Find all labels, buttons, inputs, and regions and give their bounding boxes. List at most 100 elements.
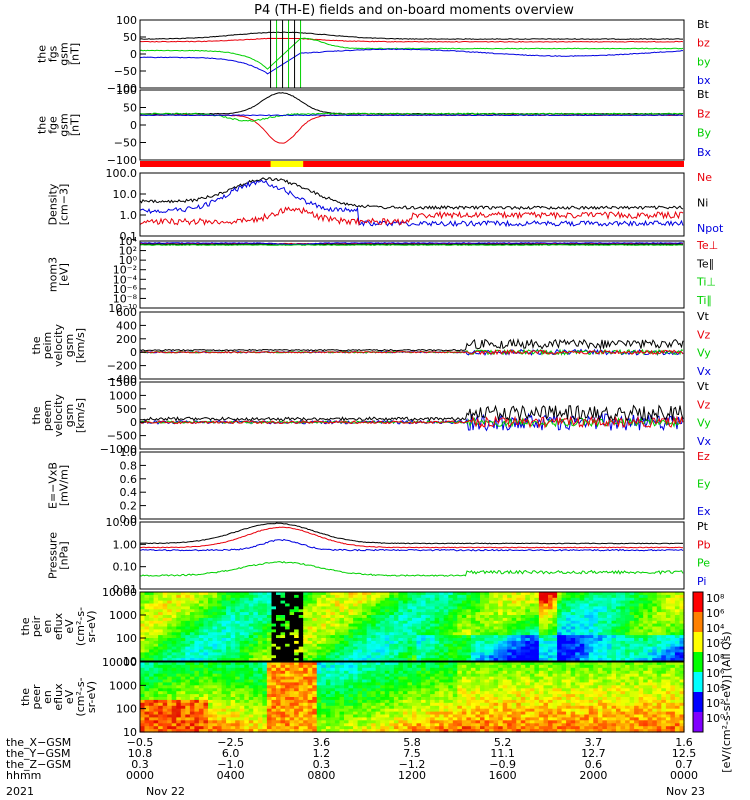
spectrogram-cell: [389, 632, 395, 636]
spectrogram-cell: [271, 673, 277, 678]
spectrogram-cell: [629, 592, 635, 596]
legend-bt: Bt: [697, 18, 710, 31]
spectrogram-cell: [239, 606, 245, 610]
spectrogram-cell: [230, 726, 236, 730]
spectrogram-cell: [158, 600, 164, 605]
spectrogram-cell: [543, 603, 549, 607]
spectrogram-cell: [339, 632, 345, 636]
spectrogram-cell: [334, 723, 340, 727]
spectrogram-cell: [416, 726, 422, 730]
spectrogram-cell: [285, 685, 291, 689]
spectrogram-cell: [665, 649, 671, 653]
spectrogram-cell: [203, 646, 209, 651]
spectrogram-cell: [461, 646, 467, 651]
spectrogram-cell: [416, 711, 422, 716]
spectrogram-cell: [443, 623, 449, 628]
spectrogram-cell: [289, 670, 295, 675]
spectrogram-cell: [525, 646, 531, 651]
spectrogram-cell: [652, 629, 658, 633]
spectrogram-cell: [298, 667, 304, 672]
spectrogram-cell: [339, 640, 345, 645]
spectrogram-cell: [375, 726, 381, 730]
spectrogram-cell: [638, 626, 644, 630]
spectrogram-cell: [357, 729, 363, 733]
spectrogram-cell: [348, 612, 354, 616]
spectrogram-cell: [543, 638, 549, 642]
spectrogram-cell: [439, 705, 445, 710]
spectrogram-cell: [620, 609, 626, 613]
spectrogram-cell: [489, 600, 495, 605]
spectrogram-cell: [321, 620, 327, 625]
spectrogram-cell: [652, 638, 658, 642]
spectrogram-cell: [652, 600, 658, 605]
spectrogram-cell: [307, 594, 313, 599]
spectrogram-cell: [353, 620, 359, 625]
spectrogram-cell: [298, 685, 304, 689]
spectrogram-cell: [294, 711, 300, 716]
spectrogram-cell: [262, 679, 268, 683]
spectrogram-cell: [325, 688, 331, 692]
spectrogram-cell: [239, 708, 245, 713]
spectrogram-cell: [248, 649, 254, 653]
spectrogram-cell: [402, 638, 408, 642]
spectrogram-cell: [461, 726, 467, 730]
spectrogram-cell: [144, 609, 150, 613]
spectrogram-cell: [357, 632, 363, 636]
spectrogram-cell: [489, 638, 495, 642]
y-tick-label: 10⁻²: [113, 264, 137, 277]
spectrogram-cell: [625, 623, 631, 628]
spectrogram-cell: [489, 694, 495, 698]
spectrogram-cell: [597, 658, 603, 662]
spectrogram-cell: [475, 632, 481, 636]
y-tick-label: 0: [130, 416, 137, 429]
spectrogram-cell: [380, 723, 386, 727]
spectrogram-cell: [548, 612, 554, 616]
spectrogram-cell: [149, 662, 155, 666]
spectrogram-cell: [266, 632, 272, 636]
spectrogram-cell: [257, 646, 263, 651]
spectrogram-cell: [570, 617, 576, 622]
spectrogram-cell: [357, 592, 363, 596]
spectrogram-cell: [634, 594, 640, 599]
spectrogram-cell: [180, 717, 186, 721]
spectrogram-cell: [298, 632, 304, 636]
spectrogram-cell: [389, 711, 395, 716]
spectrogram-cell: [643, 603, 649, 607]
spectrogram-cell: [538, 609, 544, 613]
spectrogram-cell: [285, 699, 291, 704]
spectrogram-cell: [253, 676, 259, 681]
spectrogram-cell: [167, 652, 173, 656]
spectrogram-cell: [167, 629, 173, 633]
spectrogram-cell: [253, 688, 259, 692]
spectrogram-cell: [561, 658, 567, 662]
spectrogram-cell: [416, 676, 422, 681]
spectrogram-cell: [362, 729, 368, 733]
spectrogram-cell: [461, 612, 467, 616]
spectrogram-cell: [516, 606, 522, 610]
spectrogram-cell: [266, 609, 272, 613]
y-axis-label: [eV]: [58, 263, 71, 286]
spectrogram-cell: [344, 609, 350, 613]
spectrogram-cell: [502, 603, 508, 607]
y-tick-label: 10.0: [113, 188, 138, 201]
spectrogram-cell: [289, 702, 295, 707]
spectrogram-cell: [285, 655, 291, 659]
spectrogram-cell: [198, 664, 204, 669]
spectrogram-cell: [208, 726, 214, 730]
spectrogram-cell: [448, 617, 454, 622]
spectrogram-cell: [552, 632, 558, 636]
spectrogram-cell: [489, 670, 495, 675]
spectrogram-cell: [344, 714, 350, 718]
y-tick-label: 50: [123, 102, 137, 115]
spectrogram-cell: [334, 620, 340, 625]
spectrogram-cell: [529, 638, 535, 642]
spectrogram-cell: [171, 655, 177, 659]
spectrogram-cell: [425, 717, 431, 721]
spectrogram-cell: [643, 626, 649, 630]
spectrogram-cell: [552, 612, 558, 616]
spectrogram-cell: [412, 609, 418, 613]
spectrogram-cell: [198, 617, 204, 622]
spectrogram-cell: [389, 682, 395, 686]
spectrogram-cell: [230, 662, 236, 666]
spectrogram-cell: [625, 592, 631, 596]
